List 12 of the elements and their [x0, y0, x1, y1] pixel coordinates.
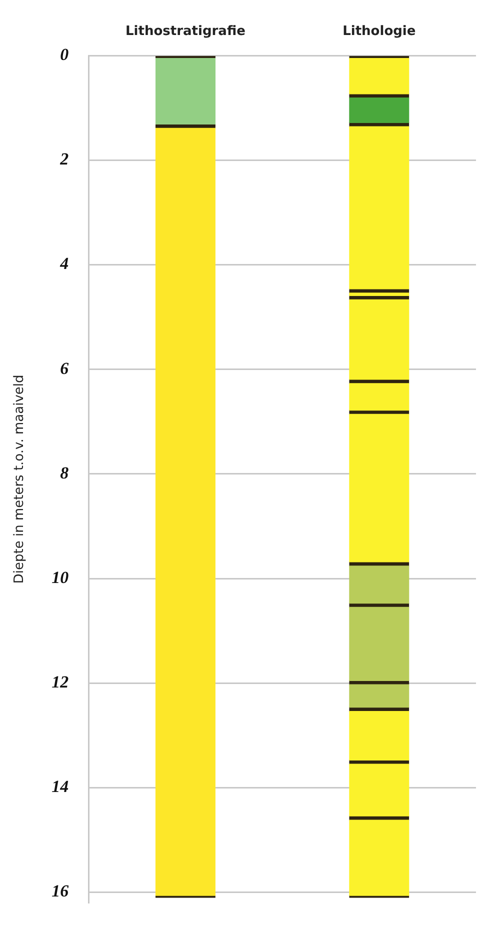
y-tick-label: 8: [60, 463, 70, 482]
y-tick-label: 2: [59, 150, 70, 169]
x-tick-label: Lithostratigrafie: [126, 24, 246, 40]
y-tick-label: 12: [52, 672, 70, 692]
x-tick-label: Lithologie: [342, 24, 416, 40]
y-axis-title: Diepte in meters t.o.v. maaiveld: [12, 374, 28, 584]
y-tick-label: 14: [52, 777, 69, 796]
y-tick-label: 10: [52, 568, 70, 587]
y-tick-label: 16: [52, 882, 70, 901]
y-tick-label: 6: [60, 358, 70, 378]
y-tick-label: 0: [60, 44, 70, 64]
y-tick-label: 4: [59, 254, 69, 274]
